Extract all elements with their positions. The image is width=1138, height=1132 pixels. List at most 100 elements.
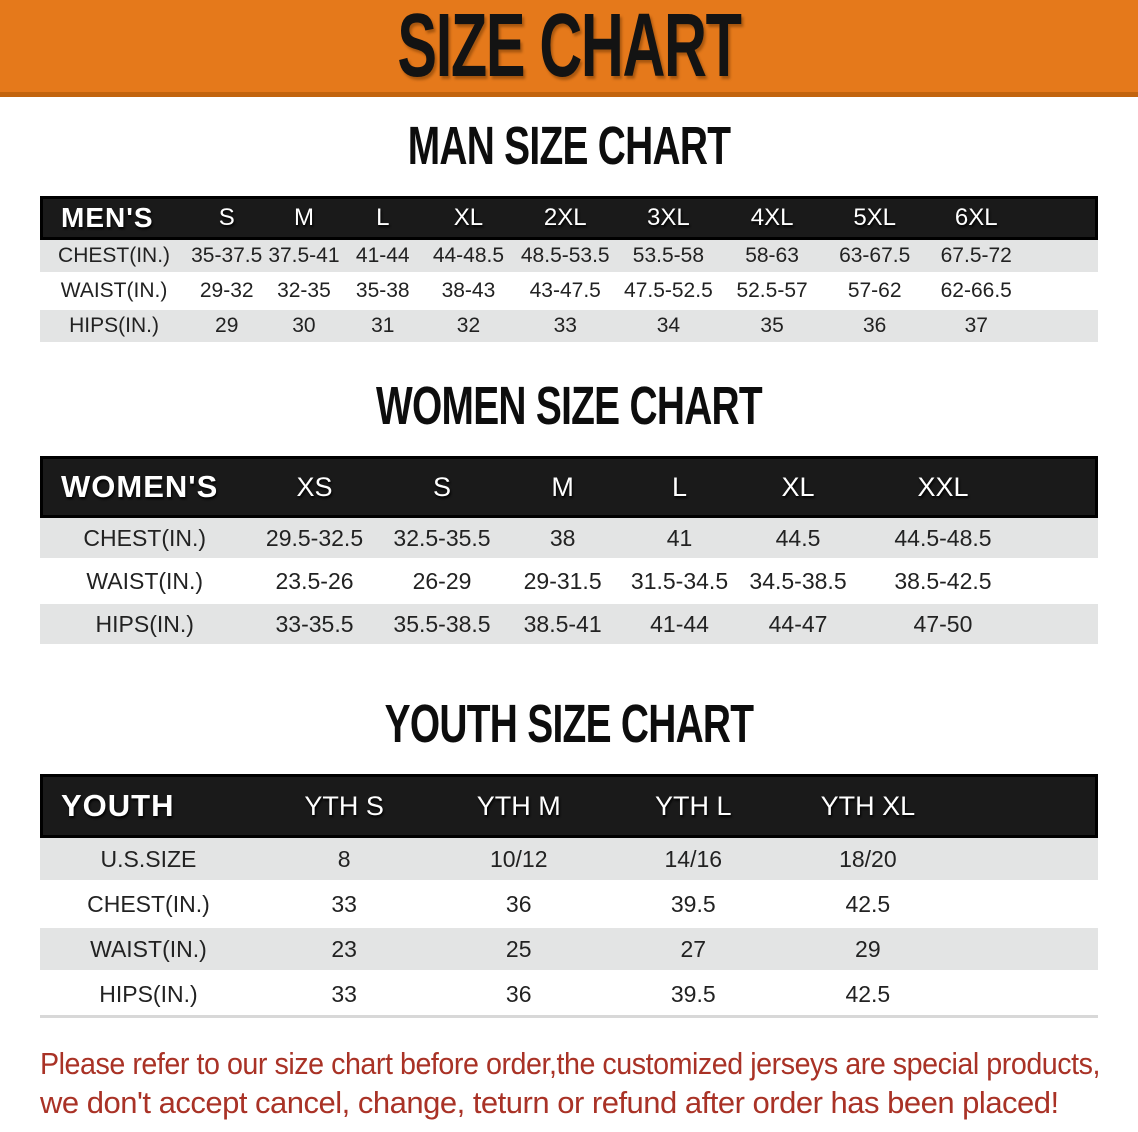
cell-filler [1028, 561, 1098, 604]
cell: 32.5-35.5 [379, 518, 505, 561]
disclaimer-line-1: Please refer to our size chart before or… [40, 1046, 1100, 1081]
cell: 42.5 [780, 973, 956, 1018]
men-section-heading: MAN SIZE CHART [407, 116, 731, 176]
youth-section-heading-wrap: YOUTH SIZE CHART [0, 694, 1138, 754]
row-label: U.S.SIZE [40, 838, 257, 883]
cell: 41-44 [620, 604, 739, 647]
cell: 48.5-53.5 [513, 240, 617, 275]
cell: 36 [431, 883, 606, 928]
cell: 36 [431, 973, 606, 1018]
youth-size-table: YOUTH YTH S YTH M YTH L YTH XL U.S.SIZE … [40, 774, 1098, 1018]
women-col-header-filler [1028, 456, 1098, 518]
cell: 52.5-57 [720, 275, 824, 310]
cell: 35 [720, 310, 824, 345]
youth-col-header: YTH XL [780, 774, 956, 838]
cell: 33 [256, 973, 432, 1018]
cell: 47.5-52.5 [616, 275, 721, 310]
cell-filler [955, 883, 1098, 928]
cell: 63-67.5 [823, 240, 926, 275]
men-size-table: MEN'S S M L XL 2XL 3XL 4XL 5XL 6XL CHEST… [40, 196, 1098, 345]
disclaimer-line-2: we don't accept cancel, change, teturn o… [40, 1085, 1059, 1120]
row-label: CHEST(IN.) [40, 240, 189, 275]
women-col-header: XS [249, 456, 380, 518]
women-header-row: WOMEN'S XS S M L XL XXL [40, 456, 1098, 518]
cell-filler [955, 838, 1098, 883]
women-size-table: WOMEN'S XS S M L XL XXL CHEST(IN.) 29.5-… [40, 456, 1098, 647]
cell: 44.5-48.5 [857, 518, 1029, 561]
cell-filler [1027, 310, 1098, 345]
cell: 38.5-41 [504, 604, 621, 647]
cell: 14/16 [606, 838, 781, 883]
cell-filler [1027, 240, 1098, 275]
cell: 67.5-72 [925, 240, 1028, 275]
cell: 29-32 [188, 275, 266, 310]
table-row: WAIST(IN.) 23 25 27 29 [40, 928, 1098, 973]
row-label: WAIST(IN.) [40, 275, 189, 310]
youth-col-header: YTH M [431, 774, 606, 838]
cell: 27 [606, 928, 781, 973]
cell: 44-47 [738, 604, 858, 647]
cell: 38.5-42.5 [857, 561, 1029, 604]
cell: 23.5-26 [249, 561, 380, 604]
cell: 34.5-38.5 [738, 561, 858, 604]
cell: 33 [256, 883, 432, 928]
cell: 25 [431, 928, 606, 973]
cell-filler [955, 928, 1098, 973]
cell: 35-38 [342, 275, 423, 310]
row-label: CHEST(IN.) [40, 518, 250, 561]
men-col-header: 5XL [823, 196, 926, 240]
disclaimer: Please refer to our size chart before or… [40, 1044, 1100, 1122]
women-col-header: XXL [857, 456, 1029, 518]
cell-filler [955, 973, 1098, 1018]
cell: 47-50 [857, 604, 1029, 647]
cell: 23 [256, 928, 432, 973]
men-col-header: S [188, 196, 266, 240]
youth-col-header-filler [955, 774, 1098, 838]
cell: 44-48.5 [422, 240, 514, 275]
cell: 29 [780, 928, 956, 973]
table-row: HIPS(IN.) 29 30 31 32 33 34 35 36 37 [40, 310, 1098, 345]
cell: 29-31.5 [504, 561, 621, 604]
men-col-header: L [342, 196, 423, 240]
table-row: CHEST(IN.) 29.5-32.5 32.5-35.5 38 41 44.… [40, 518, 1098, 561]
table-row: HIPS(IN.) 33 36 39.5 42.5 [40, 973, 1098, 1018]
youth-section-heading: YOUTH SIZE CHART [384, 694, 754, 754]
cell: 29.5-32.5 [249, 518, 380, 561]
men-col-header: XL [422, 196, 514, 240]
cell: 29 [188, 310, 266, 345]
table-row: WAIST(IN.) 29-32 32-35 35-38 38-43 43-47… [40, 275, 1098, 310]
cell: 33 [513, 310, 617, 345]
cell: 10/12 [431, 838, 606, 883]
section-men: MAN SIZE CHART MEN'S S M L XL 2XL 3XL 4X… [0, 116, 1138, 345]
cell: 41-44 [342, 240, 423, 275]
cell: 32-35 [265, 275, 343, 310]
cell: 39.5 [606, 883, 781, 928]
cell: 43-47.5 [513, 275, 617, 310]
men-col-header: 4XL [720, 196, 824, 240]
women-section-heading: WOMEN SIZE CHART [376, 376, 763, 436]
cell: 44.5 [738, 518, 858, 561]
cell: 38 [504, 518, 621, 561]
cell: 53.5-58 [616, 240, 721, 275]
section-women: WOMEN SIZE CHART WOMEN'S XS S M L XL XXL… [0, 376, 1138, 647]
row-label: WAIST(IN.) [40, 561, 250, 604]
cell: 62-66.5 [925, 275, 1028, 310]
row-label: WAIST(IN.) [40, 928, 257, 973]
cell: 57-62 [823, 275, 926, 310]
table-row: CHEST(IN.) 35-37.5 37.5-41 41-44 44-48.5… [40, 240, 1098, 275]
youth-col-header: YTH L [606, 774, 781, 838]
row-label: CHEST(IN.) [40, 883, 257, 928]
cell-filler [1028, 604, 1098, 647]
cell: 31 [342, 310, 423, 345]
cell: 58-63 [720, 240, 824, 275]
row-label: HIPS(IN.) [40, 973, 257, 1018]
cell: 37.5-41 [265, 240, 343, 275]
section-youth: YOUTH SIZE CHART YOUTH YTH S YTH M YTH L… [0, 694, 1138, 1018]
men-col-header: 6XL [925, 196, 1028, 240]
row-label: HIPS(IN.) [40, 310, 189, 345]
women-group-label: WOMEN'S [40, 456, 250, 518]
banner-title: SIZE CHART [397, 0, 742, 96]
cell: 39.5 [606, 973, 781, 1018]
cell: 32 [422, 310, 514, 345]
youth-col-header: YTH S [256, 774, 432, 838]
